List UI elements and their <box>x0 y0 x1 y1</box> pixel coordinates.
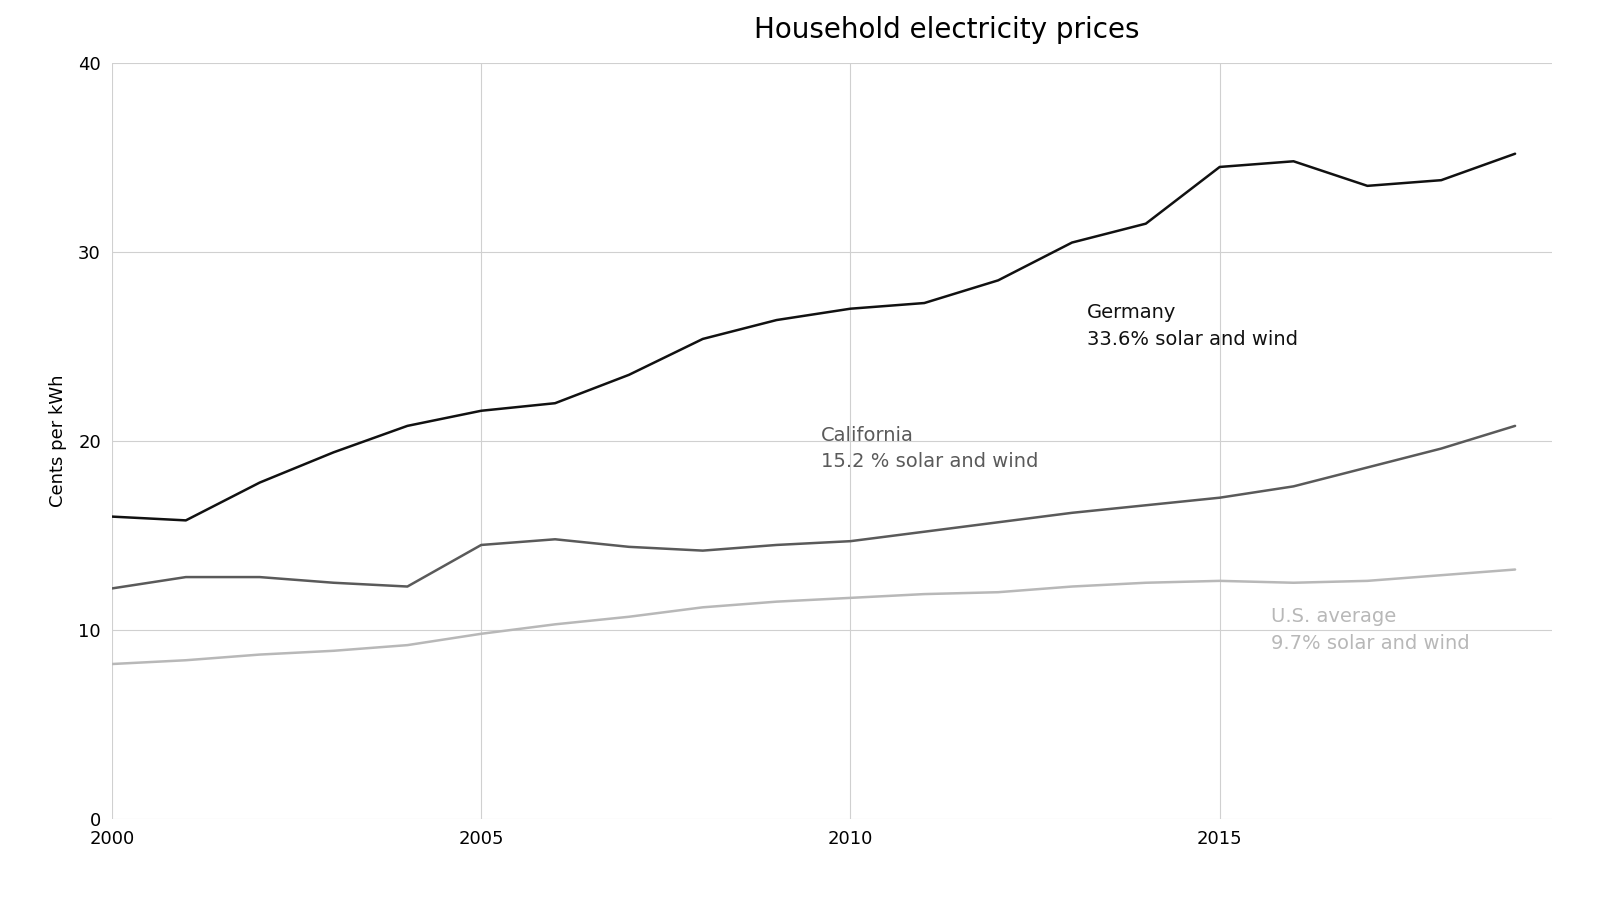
Text: Germany
33.6% solar and wind: Germany 33.6% solar and wind <box>1086 303 1298 348</box>
Title: Household electricity prices: Household electricity prices <box>755 16 1139 44</box>
Y-axis label: Cents per kWh: Cents per kWh <box>50 374 67 508</box>
Text: U.S. average
9.7% solar and wind: U.S. average 9.7% solar and wind <box>1272 608 1470 652</box>
Text: California
15.2 % solar and wind: California 15.2 % solar and wind <box>821 426 1038 472</box>
